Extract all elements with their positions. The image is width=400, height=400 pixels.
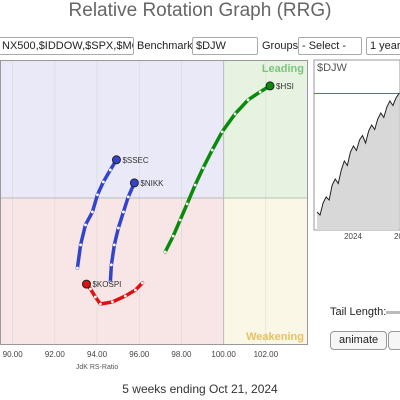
mini-title: $DJW bbox=[317, 62, 348, 74]
head-point bbox=[111, 155, 121, 165]
head-point bbox=[265, 81, 275, 91]
x-tick-label: 100.00 bbox=[211, 350, 236, 359]
next-button[interactable] bbox=[388, 331, 400, 350]
tail-point bbox=[246, 98, 250, 102]
tail-point bbox=[163, 250, 167, 254]
series-label: $HSI bbox=[276, 82, 294, 91]
benchmark-input[interactable]: $DJW bbox=[192, 37, 258, 55]
tail-point bbox=[185, 202, 189, 206]
tail-point bbox=[96, 193, 99, 197]
tail-length-label: Tail Length: bbox=[330, 306, 387, 318]
series-label: $SSEC bbox=[122, 156, 148, 165]
tail-point bbox=[108, 168, 112, 172]
tail-line bbox=[84, 281, 145, 306]
tail-point bbox=[210, 148, 214, 152]
tail-point bbox=[126, 195, 130, 199]
period-select[interactable]: 1 year bbox=[366, 37, 400, 55]
quadrant-improving bbox=[0, 60, 224, 198]
tail-point bbox=[79, 243, 82, 247]
tail-point bbox=[89, 287, 92, 291]
head-point bbox=[129, 178, 139, 188]
footer: 5 weeks ending Oct 21, 2024 bbox=[122, 382, 278, 396]
tail-point bbox=[171, 234, 175, 238]
tail-point bbox=[108, 280, 112, 284]
tail-point bbox=[178, 218, 182, 222]
tail-point bbox=[84, 223, 87, 227]
groups-select[interactable]: - Select - bbox=[298, 37, 362, 55]
tail-point bbox=[91, 210, 94, 214]
tail-point bbox=[112, 243, 116, 247]
animate-button[interactable]: animate bbox=[330, 331, 388, 350]
tail-point bbox=[101, 180, 105, 184]
series-label: $KOSPI bbox=[92, 280, 121, 289]
mini-area bbox=[317, 93, 399, 230]
tail-point bbox=[122, 210, 125, 214]
symbols-input[interactable]: NX500,$IDDOW,$SPX,$MOEX bbox=[0, 37, 134, 55]
tail-point bbox=[123, 294, 127, 298]
mini-x-label: 2024 bbox=[344, 232, 362, 241]
tail-point bbox=[93, 295, 97, 299]
tail-point bbox=[111, 300, 114, 304]
tail-point bbox=[258, 90, 262, 94]
tail-point bbox=[134, 288, 137, 292]
tail-point bbox=[99, 302, 102, 306]
groups-label: Groups: bbox=[262, 40, 302, 52]
tail-point bbox=[233, 112, 237, 116]
head-point bbox=[81, 279, 91, 289]
tail-slider[interactable] bbox=[386, 311, 400, 314]
plot-border bbox=[0, 60, 308, 345]
mini-line bbox=[316, 93, 400, 216]
tail-point bbox=[140, 281, 144, 285]
series-label: $NIKK bbox=[140, 179, 164, 188]
tail-point bbox=[109, 263, 113, 267]
mini-x-label: 20 bbox=[394, 232, 400, 241]
quadrant-label: Leading bbox=[262, 63, 304, 75]
tail-line bbox=[75, 158, 119, 270]
x-tick-label: 94.00 bbox=[87, 350, 108, 359]
page-title: Relative Rotation Graph (RRG) bbox=[68, 0, 332, 21]
tail-point bbox=[76, 266, 79, 270]
tail-point bbox=[193, 183, 197, 187]
x-tick-label: 96.00 bbox=[129, 350, 150, 359]
x-tick-label: 92.00 bbox=[45, 350, 66, 359]
x-axis-label: JdK RS-Ratio bbox=[76, 364, 119, 371]
benchmark-label: Benchmark: bbox=[137, 40, 196, 52]
tail-line bbox=[163, 84, 272, 254]
quadrant-label: Weakening bbox=[246, 331, 304, 343]
x-tick-label: 98.00 bbox=[171, 350, 192, 359]
tail-point bbox=[201, 166, 205, 170]
x-tick-label: 102.00 bbox=[254, 350, 279, 359]
tail-point bbox=[220, 130, 224, 134]
tail-point bbox=[116, 226, 120, 230]
x-tick-label: 90.00 bbox=[3, 350, 24, 359]
